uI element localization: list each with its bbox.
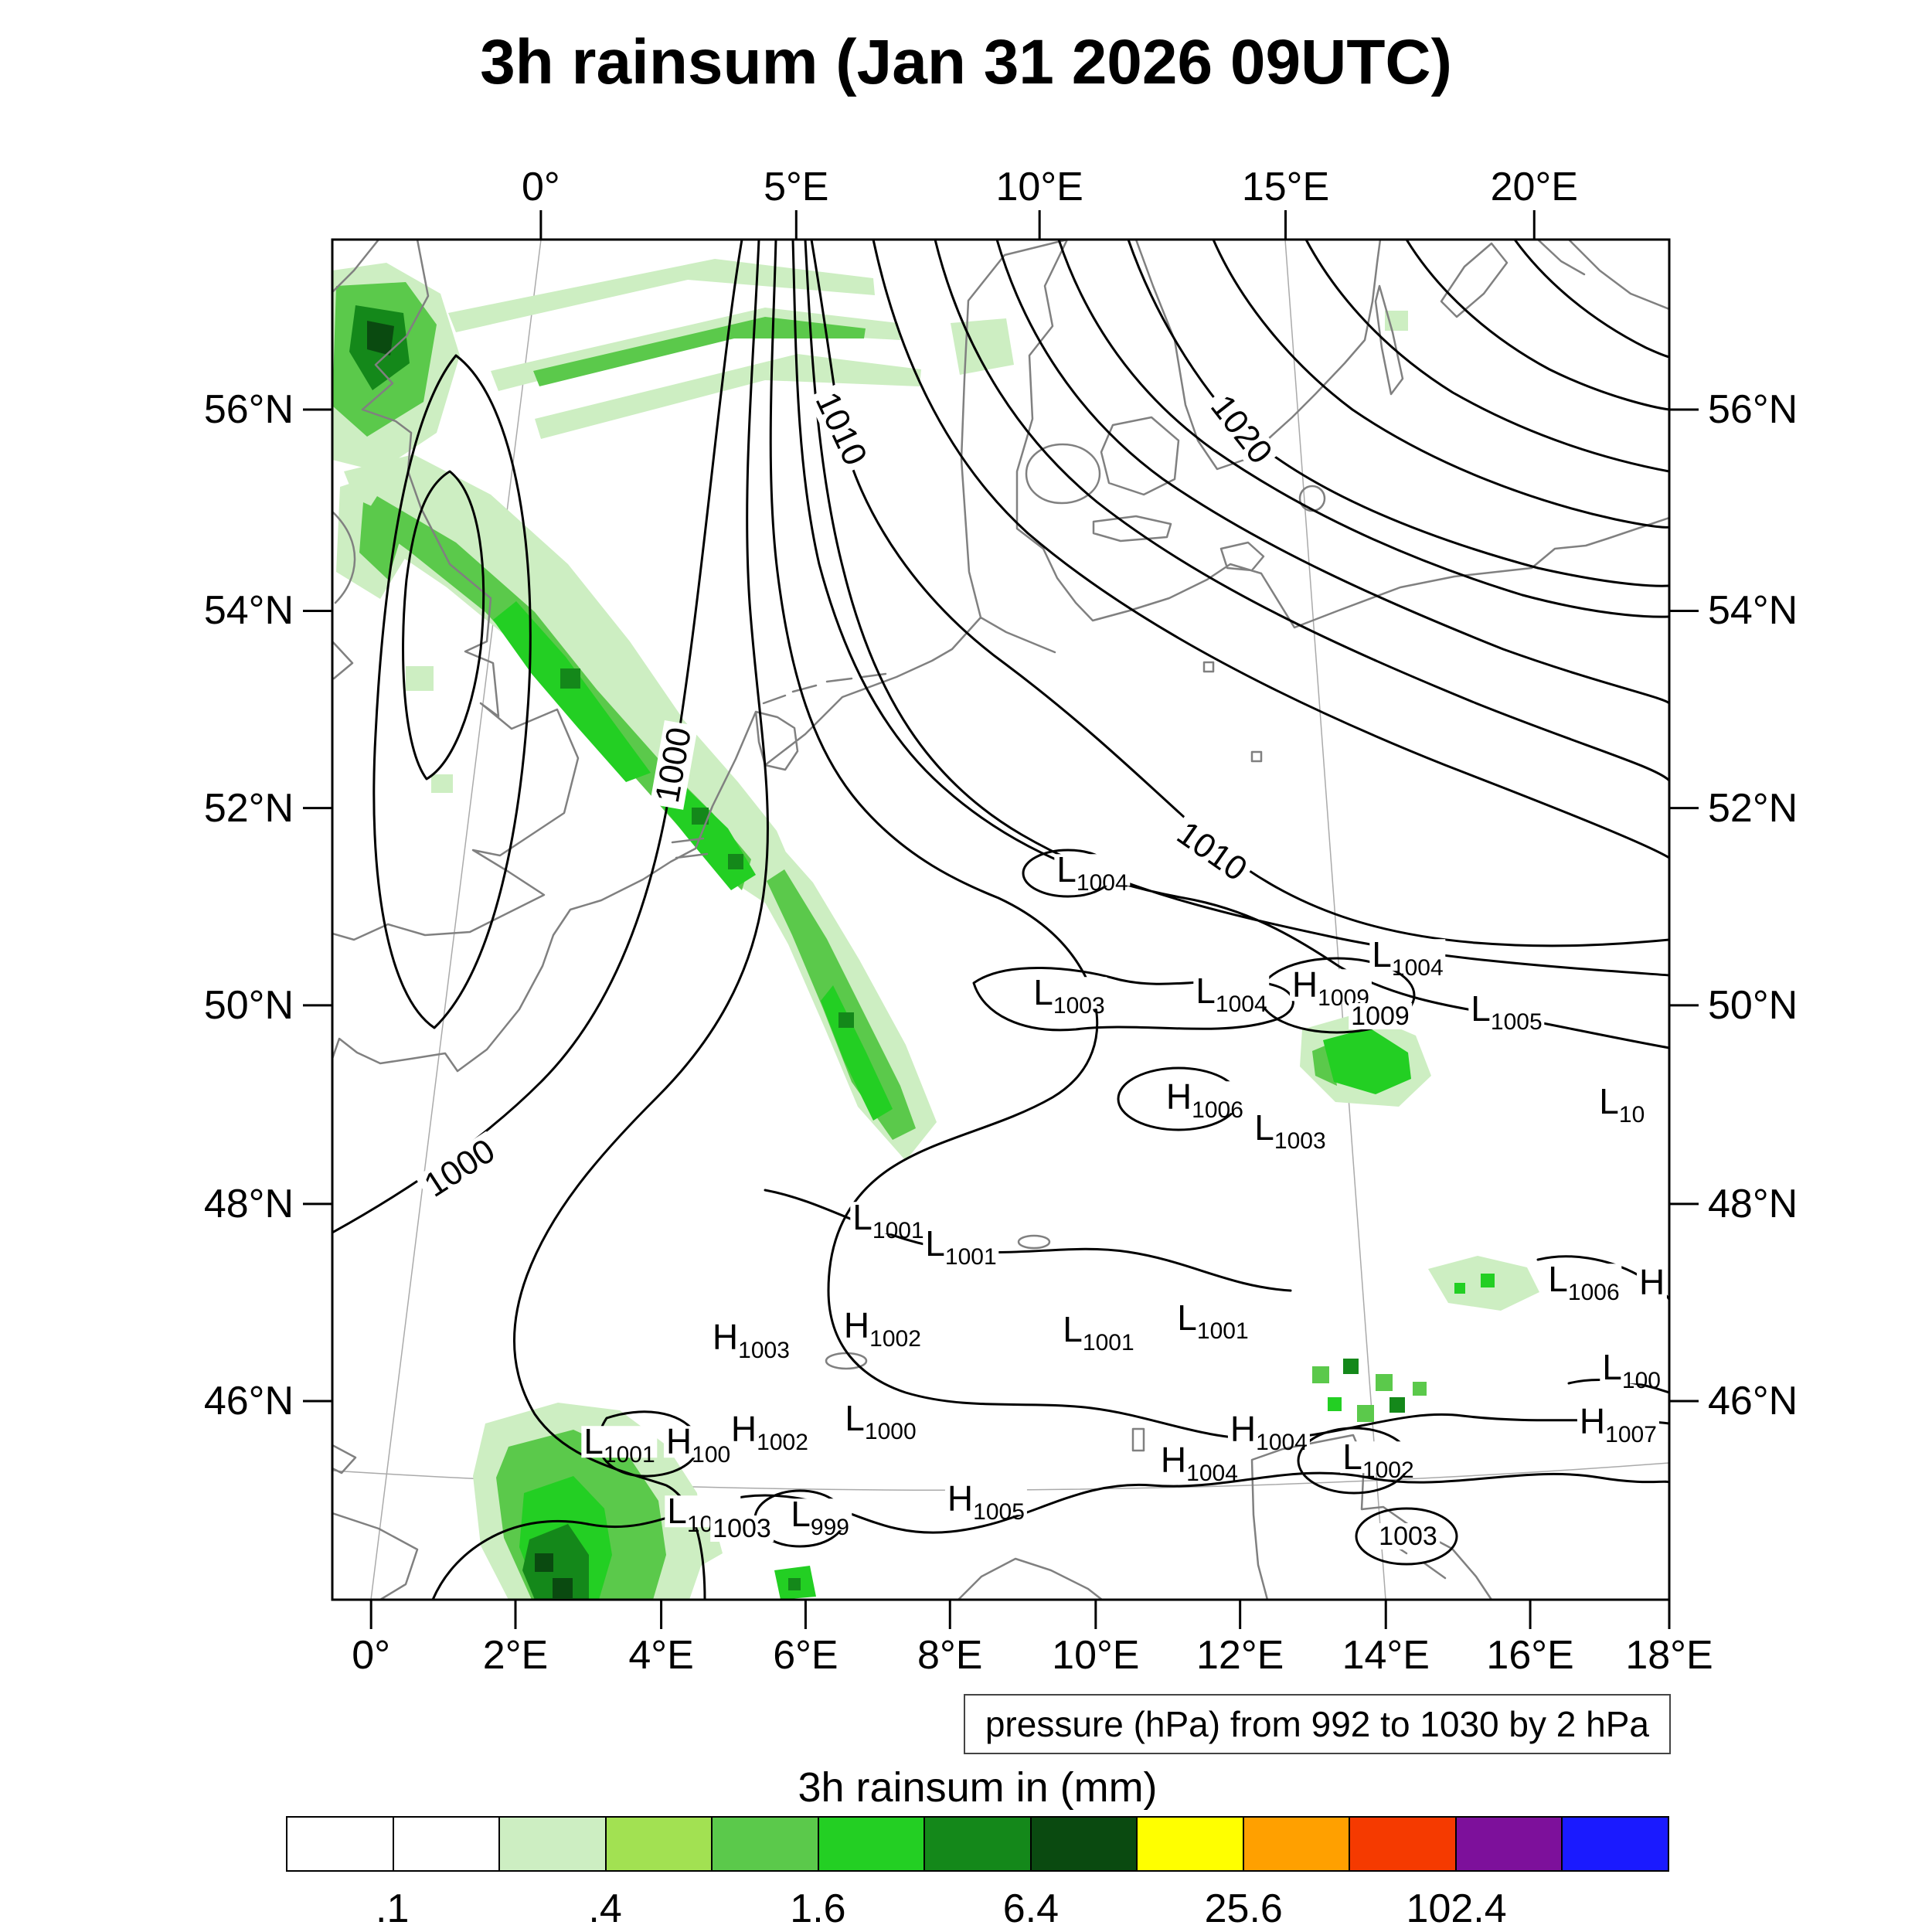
isobar-closed-cells <box>597 849 1458 1566</box>
colorbar-cell <box>711 1816 819 1872</box>
map-frame <box>331 238 1671 1601</box>
colorbar-cell <box>1242 1816 1351 1872</box>
rain-area-dark <box>349 305 1405 1600</box>
colorbar-cell <box>286 1816 394 1872</box>
colorbar-cell <box>1561 1816 1669 1872</box>
colorbar-cell <box>1454 1816 1563 1872</box>
pressure-contours <box>332 240 1669 1600</box>
colorbar-cell <box>498 1816 607 1872</box>
rain-shading <box>332 259 1539 1600</box>
coastlines <box>332 240 1669 1600</box>
colorbar-cell <box>1029 1816 1138 1872</box>
isobar-line <box>332 240 1669 1600</box>
graticule <box>332 240 1669 1600</box>
rain-area-medium <box>332 282 1427 1600</box>
colorbar <box>286 1816 1669 1872</box>
axis-ticks <box>303 210 1699 1629</box>
coastline-path <box>332 240 1669 1600</box>
rain-area-bright <box>493 601 1495 1600</box>
colorbar-cell <box>1349 1816 1457 1872</box>
colorbar-cell <box>817 1816 926 1872</box>
colorbar-cell <box>392 1816 501 1872</box>
colorbar-cell <box>1136 1816 1244 1872</box>
colorbar-cell <box>923 1816 1032 1872</box>
meridian-line <box>1284 240 1386 1600</box>
colorbar-cell <box>604 1816 713 1872</box>
